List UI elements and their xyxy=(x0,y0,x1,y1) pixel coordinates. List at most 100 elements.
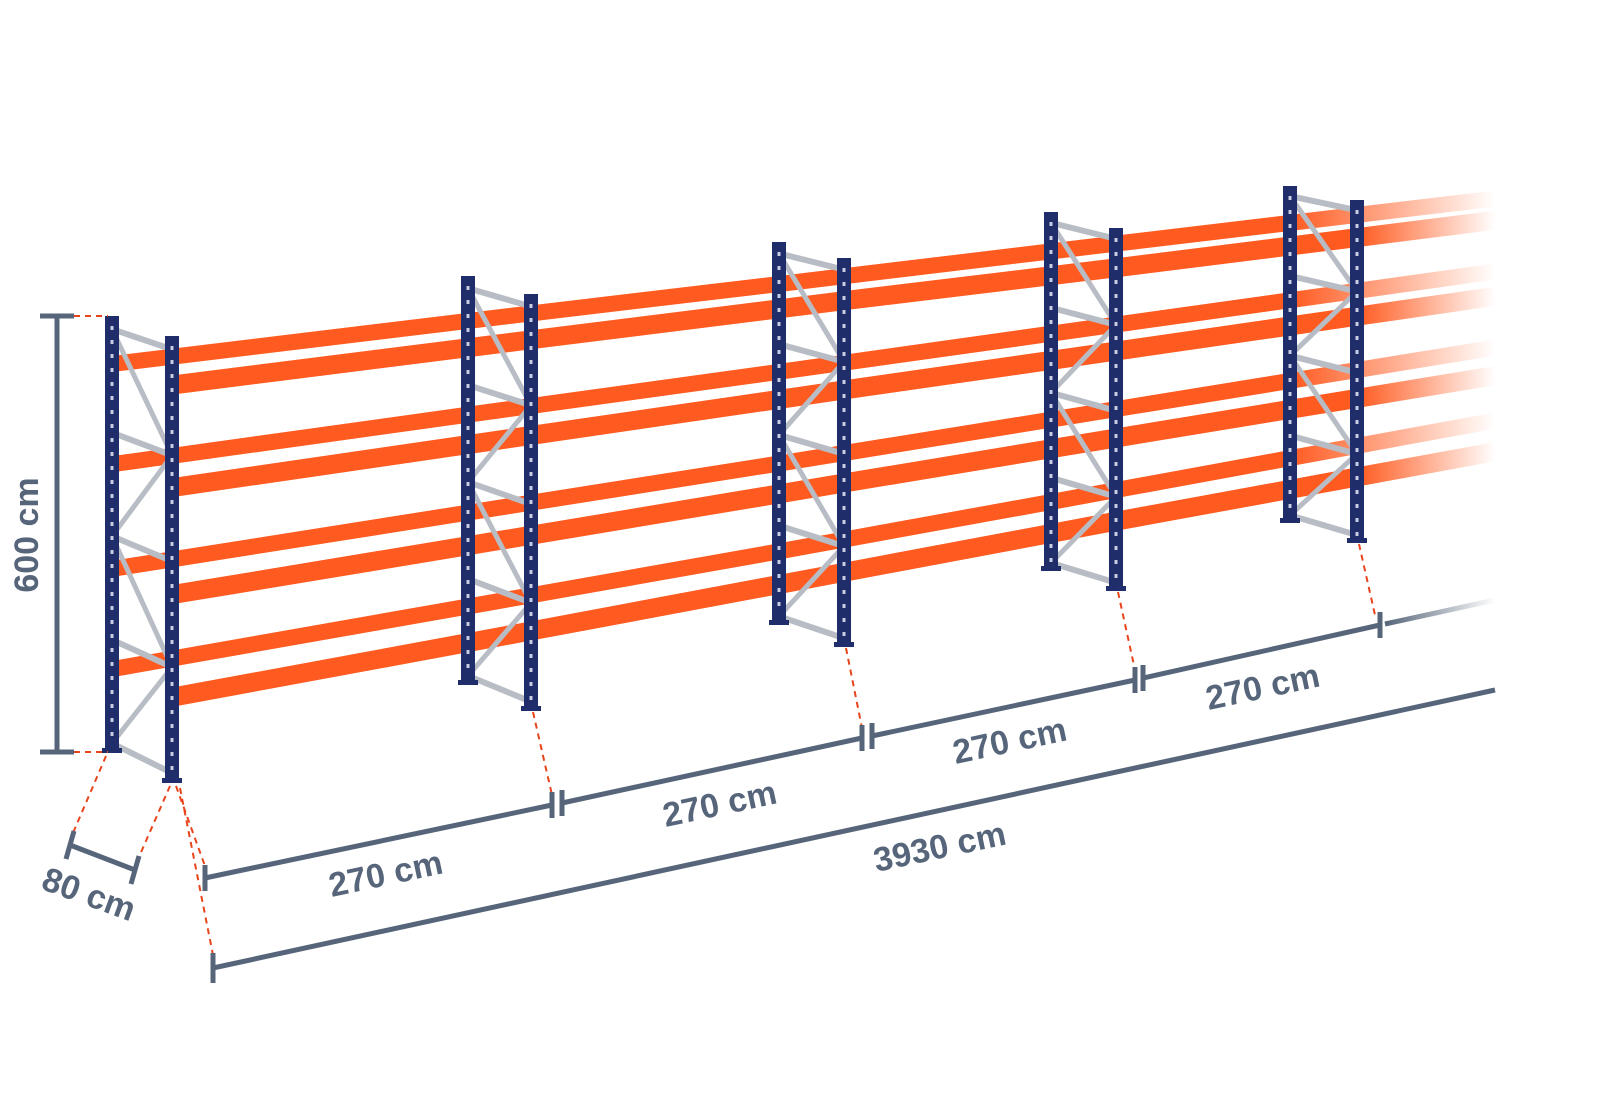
bay-dimension-line xyxy=(871,677,1136,739)
bay-dimension-line xyxy=(204,802,553,881)
bay-label-4: 270 cm xyxy=(1202,657,1323,718)
diagonal-brace xyxy=(776,252,847,364)
upright-hole xyxy=(110,676,114,680)
upright-hole xyxy=(170,514,174,518)
upright-hole xyxy=(529,472,533,476)
upright-hole xyxy=(1355,266,1359,270)
upright-hole xyxy=(170,360,174,364)
horizontal-brace xyxy=(467,382,532,409)
upright-hole xyxy=(1288,378,1292,382)
upright-hole xyxy=(1049,390,1053,394)
upright-hole xyxy=(110,606,114,610)
upright-hole xyxy=(1114,434,1118,438)
upright-hole xyxy=(466,468,470,472)
upright-hole xyxy=(777,406,781,410)
upright-hole xyxy=(110,326,114,330)
upright-hole xyxy=(529,388,533,392)
upright-hole xyxy=(110,466,114,470)
upright-hole xyxy=(466,398,470,402)
back-upright xyxy=(461,276,475,684)
upright-hole xyxy=(529,374,533,378)
diagonal-brace xyxy=(1048,221,1119,327)
upright-hole xyxy=(1288,224,1292,228)
upright-hole xyxy=(529,360,533,364)
upright-hole xyxy=(1355,350,1359,354)
upright-hole xyxy=(1049,250,1053,254)
upright-hole xyxy=(466,314,470,318)
horizontal-brace xyxy=(778,522,845,549)
upright-hole xyxy=(1355,476,1359,480)
horizontal-brace xyxy=(1050,219,1117,242)
upright-hole xyxy=(777,518,781,522)
upright-hole xyxy=(529,486,533,490)
upright-hole xyxy=(170,458,174,462)
upright-hole xyxy=(529,402,533,406)
upright-hole xyxy=(1049,530,1053,534)
horizontal-brace xyxy=(1289,272,1358,295)
upright-hole xyxy=(1114,406,1118,410)
upright-hole xyxy=(170,556,174,560)
upright-hole xyxy=(777,588,781,592)
upright-hole xyxy=(1049,446,1053,450)
upright-hole xyxy=(170,640,174,644)
total-length-label: 3930 cm xyxy=(870,815,1009,880)
dimension-lines xyxy=(40,313,1496,983)
upright-hole xyxy=(1288,462,1292,466)
upright-hole xyxy=(777,532,781,536)
upright-hole xyxy=(1114,518,1118,522)
upright-hole xyxy=(110,732,114,736)
upright-hole xyxy=(1114,504,1118,508)
upright-hole xyxy=(1049,488,1053,492)
upright-hole xyxy=(529,598,533,602)
upright-hole xyxy=(1355,434,1359,438)
upright-hole xyxy=(1288,266,1292,270)
upright-hole xyxy=(110,424,114,428)
upright-hole xyxy=(1355,322,1359,326)
upright-hole xyxy=(777,350,781,354)
upright-hole xyxy=(529,416,533,420)
upright-hole xyxy=(466,636,470,640)
upright-footplate xyxy=(521,706,541,711)
upright-hole xyxy=(842,506,846,510)
horizontal-brace xyxy=(778,613,845,642)
horizontal-brace xyxy=(1289,432,1358,457)
upright-hole xyxy=(466,440,470,444)
bay-dimension-line xyxy=(1142,622,1381,681)
height-label: 600 cm xyxy=(8,477,46,592)
depth-tick xyxy=(63,830,77,860)
diagonal-brace xyxy=(1287,354,1360,456)
upright-hole xyxy=(1288,406,1292,410)
upright-hole xyxy=(1049,362,1053,366)
upright-hole xyxy=(777,266,781,270)
upright-hole xyxy=(1288,294,1292,298)
upright-hole xyxy=(466,384,470,388)
horizontal-brace xyxy=(1050,474,1117,500)
upright-hole xyxy=(842,562,846,566)
upright-hole xyxy=(170,542,174,546)
upright-hole xyxy=(842,478,846,482)
upright-hole xyxy=(170,472,174,476)
upright-hole xyxy=(466,356,470,360)
upright-hole xyxy=(842,310,846,314)
upright-hole xyxy=(110,494,114,498)
upright-hole xyxy=(1114,574,1118,578)
upright-hole xyxy=(466,286,470,290)
upright-hole xyxy=(170,486,174,490)
upright-hole xyxy=(1288,210,1292,214)
upright-hole xyxy=(529,570,533,574)
diagonal-brace xyxy=(466,601,533,678)
upright-hole xyxy=(842,366,846,370)
upright-hole xyxy=(110,452,114,456)
upright-hole xyxy=(842,408,846,412)
upright-hole xyxy=(842,268,846,272)
upright-hole xyxy=(1114,266,1118,270)
upright-hole xyxy=(466,664,470,668)
upright-hole xyxy=(1355,378,1359,382)
guide-line xyxy=(1358,543,1376,616)
upright-hole xyxy=(1114,462,1118,466)
total-dimension-line xyxy=(212,687,1496,971)
upright-hole xyxy=(1288,448,1292,452)
horizontal-brace xyxy=(1289,512,1358,539)
upright-hole xyxy=(1114,448,1118,452)
